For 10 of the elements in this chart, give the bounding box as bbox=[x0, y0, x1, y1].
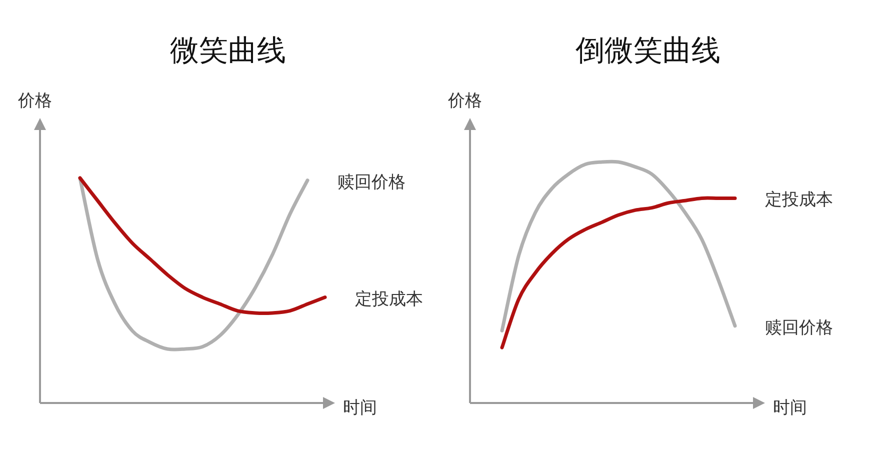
series-label: 定投成本 bbox=[355, 289, 423, 310]
series-label: 赎回价格 bbox=[338, 172, 406, 192]
series-label: 定投成本 bbox=[765, 190, 833, 210]
chart-title: 倒微笑曲线 bbox=[576, 33, 720, 67]
y-axis-title: 价格 bbox=[17, 91, 52, 111]
series-label: 赎回价格 bbox=[765, 318, 833, 338]
y-axis-title: 价格 bbox=[447, 91, 482, 111]
x-axis-title: 时间 bbox=[343, 398, 377, 418]
x-axis-title: 时间 bbox=[773, 398, 807, 418]
chart-title: 微笑曲线 bbox=[170, 33, 286, 67]
